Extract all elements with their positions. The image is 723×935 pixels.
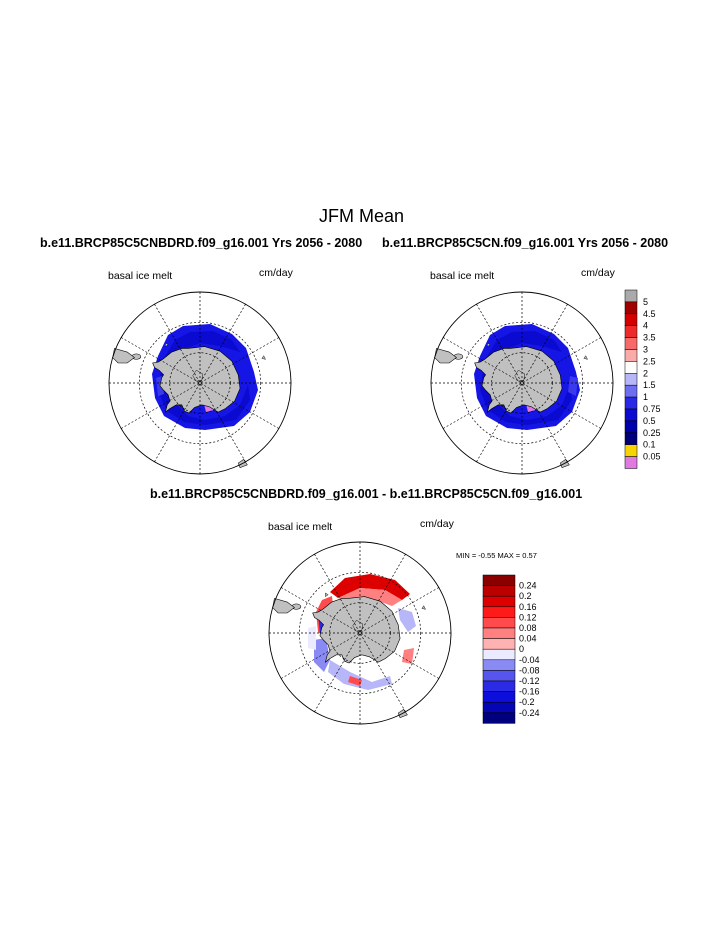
- colorbar-main-swatch: [624, 337, 638, 350]
- colorbar-main-swatch: [624, 361, 638, 374]
- colorbar-diff: 0.240.20.160.120.080.040-0.04-0.08-0.12-…: [482, 574, 540, 724]
- colorbar-diff-swatch: [482, 648, 516, 661]
- panel-2-units: cm/day: [581, 267, 615, 279]
- map-1-graticule: [109, 292, 291, 474]
- map-1-outline: [108, 291, 292, 475]
- colorbar-main-label: 0.1: [643, 440, 656, 450]
- colorbar-diff-label: -0.04: [519, 655, 540, 665]
- colorbar-main-swatch: [624, 349, 638, 362]
- colorbar-main-swatch: [624, 301, 638, 315]
- colorbar-diff-swatch: [482, 670, 516, 682]
- colorbar-diff-label: -0.24: [519, 708, 540, 718]
- colorbar-main-swatch: [624, 313, 638, 326]
- colorbar-diff-swatch: [482, 691, 516, 703]
- colorbar-main-swatch: [624, 373, 638, 386]
- colorbar-diff-swatch: [482, 712, 516, 724]
- colorbar-diff-swatch: [482, 606, 516, 618]
- panel-3-title: b.e11.BRCP85C5CNBDRD.f09_g16.001 - b.e11…: [150, 487, 583, 501]
- colorbar-diff-swatch: [482, 574, 516, 586]
- map-panel-1: [108, 291, 292, 475]
- colorbar-diff-label: 0: [519, 644, 524, 654]
- colorbar-main-swatch: [624, 396, 638, 410]
- panel-1-variable: basal ice melt: [108, 270, 173, 282]
- colorbar-diff-label: 0.16: [519, 602, 537, 612]
- colorbar-main-swatch: [624, 420, 638, 434]
- colorbar-main-label: 4.5: [643, 309, 656, 319]
- panel-1-title: b.e11.BRCP85C5CNBDRD.f09_g16.001 Yrs 205…: [40, 236, 363, 250]
- colorbar-diff-label: 0.12: [519, 612, 537, 622]
- colorbar-main-swatch: [624, 456, 638, 469]
- panel-3-variable: basal ice melt: [268, 521, 333, 533]
- colorbar-main-swatch: [624, 408, 638, 422]
- panel-2-variable: basal ice melt: [430, 270, 495, 282]
- colorbar-diff-swatch: [482, 659, 516, 671]
- map-3-outline: [268, 541, 452, 725]
- colorbar-diff-label: 0.04: [519, 634, 537, 644]
- colorbar-main-label: 4: [643, 321, 648, 331]
- colorbar-main-swatch: [624, 444, 638, 457]
- colorbar-main-label: 2.5: [643, 356, 656, 366]
- map-2-graticule: [431, 292, 613, 474]
- figure-title: JFM Mean: [318, 206, 405, 226]
- map-3-graticule: [269, 542, 451, 724]
- colorbar-diff-swatch: [482, 617, 516, 629]
- colorbar-diff-swatch: [482, 585, 516, 597]
- diff-min-max: MIN = -0.55 MAX = 0.57: [456, 551, 537, 560]
- map-panel-2: [430, 291, 614, 475]
- colorbar-main-label: 3.5: [643, 333, 656, 343]
- panel-3-units: cm/day: [420, 518, 454, 530]
- colorbar-diff-swatch: [482, 680, 516, 692]
- panel-2-title: b.e11.BRCP85C5CN.f09_g16.001 Yrs 2056 - …: [382, 236, 669, 250]
- colorbar-main-swatch: [624, 384, 638, 398]
- colorbar-diff-label: -0.16: [519, 687, 540, 697]
- colorbar-diff-swatch: [482, 638, 516, 650]
- colorbar-main-label: 0.5: [643, 416, 656, 426]
- colorbar-main-label: 5: [643, 297, 648, 307]
- colorbar-main-label: 0.25: [643, 428, 661, 438]
- colorbar-diff-label: 0.08: [519, 623, 537, 633]
- colorbar-main-label: 0.05: [643, 452, 661, 462]
- colorbar-diff-swatch: [482, 595, 516, 608]
- panel-1-units: cm/day: [259, 267, 293, 279]
- colorbar-diff-swatch: [482, 627, 516, 639]
- map-panel-3: [268, 541, 452, 725]
- colorbar-main-swatch: [624, 289, 638, 303]
- colorbar-diff-label: -0.2: [519, 697, 535, 707]
- colorbar-main-label: 1: [643, 392, 648, 402]
- colorbar-main-label: 1.5: [643, 380, 656, 390]
- colorbar-main-swatch: [624, 325, 638, 338]
- colorbar-diff-label: 0.24: [519, 581, 537, 591]
- colorbar-main: 5 4.5 4 3.5 32.5 2 1.5 1 0.75 0.5 0.25 0.1 0.05: [624, 289, 661, 469]
- colorbar-main-swatch: [624, 432, 638, 445]
- colorbar-main-label: 0.75: [643, 404, 661, 414]
- colorbar-main-label: 3: [643, 345, 648, 355]
- colorbar-diff-swatch: [482, 701, 516, 714]
- colorbar-main-label: 2: [643, 368, 648, 378]
- map-2-outline: [430, 291, 614, 475]
- colorbar-diff-label: -0.08: [519, 665, 540, 675]
- colorbar-diff-label: 0.2: [519, 591, 532, 601]
- colorbar-diff-label: -0.12: [519, 676, 540, 686]
